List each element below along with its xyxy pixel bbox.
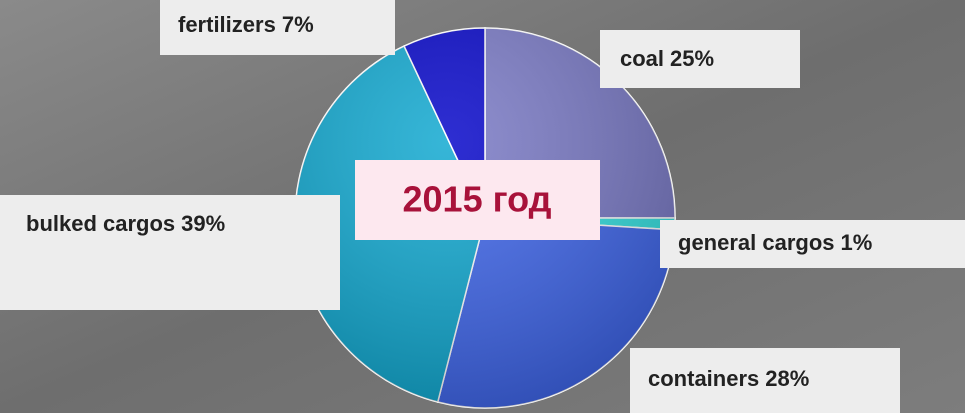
slice-label: containers 28% — [648, 366, 809, 391]
slice-label: fertilizers 7% — [178, 12, 314, 37]
slice-label: general cargos 1% — [678, 230, 872, 255]
slice-category: bulked cargos — [26, 211, 175, 236]
label-box — [630, 348, 900, 413]
label-box — [160, 0, 395, 55]
slice-label: coal 25% — [620, 46, 714, 71]
slice-value: 7% — [282, 12, 314, 37]
slice-value: 25% — [670, 46, 714, 71]
slice-category: coal — [620, 46, 664, 71]
slice-category: fertilizers — [178, 12, 276, 37]
slice-value: 1% — [841, 230, 873, 255]
slice-category: containers — [648, 366, 759, 391]
slice-value: 28% — [765, 366, 809, 391]
title-box — [355, 160, 600, 240]
slice-category: general cargos — [678, 230, 835, 255]
label-box — [660, 220, 965, 268]
label-box — [600, 30, 800, 88]
chart-title: 2015 год — [403, 179, 552, 220]
label-box — [0, 195, 340, 310]
slice-value: 39% — [181, 211, 225, 236]
slice-label: bulked cargos 39% — [26, 211, 225, 236]
